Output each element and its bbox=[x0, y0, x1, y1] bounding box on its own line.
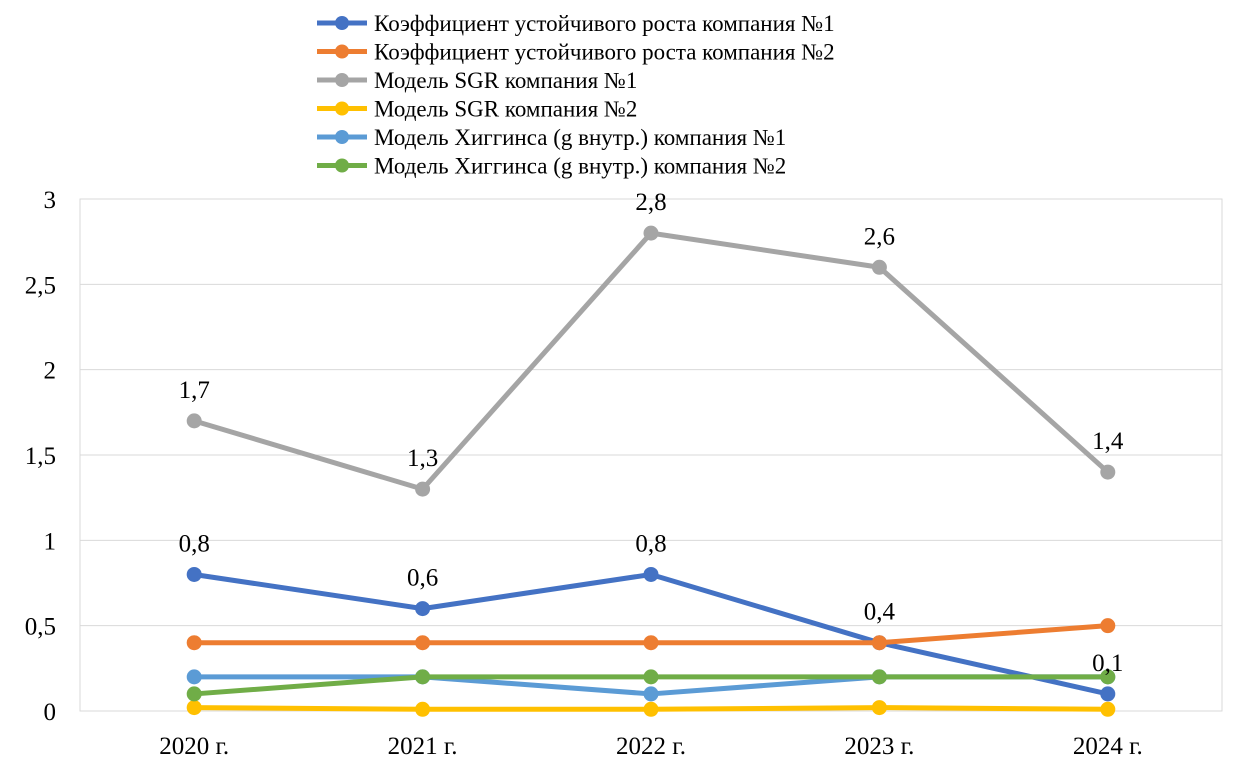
legend-item: Коэффициент устойчивого роста компания №… bbox=[317, 40, 835, 65]
data-point bbox=[871, 635, 887, 651]
legend-label: Модель Хиггинса (g внутр.) компания №1 bbox=[374, 125, 786, 150]
data-labels: 0,8 0,6 0,8 0,4 0,1 1,7 1,3 2,8 2,6 1,4 bbox=[179, 189, 1124, 677]
y-tick-label: 3 bbox=[44, 187, 57, 214]
legend-item: Модель Хиггинса (g внутр.) компания №2 bbox=[317, 154, 786, 179]
data-point bbox=[415, 669, 431, 685]
y-tick-label: 2 bbox=[44, 358, 57, 385]
legend: Коэффициент устойчивого роста компания №… bbox=[317, 11, 835, 179]
data-label: 1,7 bbox=[179, 377, 210, 404]
data-point bbox=[415, 701, 431, 717]
legend-label: Модель Хиггинса (g внутр.) компания №2 bbox=[374, 154, 786, 179]
data-point bbox=[643, 635, 659, 651]
data-point bbox=[186, 686, 202, 702]
data-point bbox=[871, 669, 887, 685]
legend-item: Модель SGR компания №2 bbox=[317, 97, 637, 122]
data-label: 0,8 bbox=[179, 530, 210, 557]
legend-item: Модель Хиггинса (g внутр.) компания №1 bbox=[317, 125, 786, 150]
data-label: 2,6 bbox=[864, 223, 895, 250]
data-point bbox=[1100, 669, 1116, 685]
data-label: 1,3 bbox=[407, 445, 438, 472]
series-4 bbox=[186, 700, 1116, 717]
data-label: 0,8 bbox=[635, 530, 666, 557]
x-tick-label: 2020 г. bbox=[159, 733, 229, 760]
data-point bbox=[415, 635, 431, 651]
legend-marker bbox=[335, 158, 349, 173]
data-point bbox=[415, 481, 431, 497]
data-point bbox=[643, 686, 659, 702]
y-tick-label: 1 bbox=[44, 528, 57, 555]
data-point bbox=[1100, 701, 1116, 717]
data-label: 0,6 bbox=[407, 565, 438, 592]
data-point bbox=[415, 601, 431, 617]
legend-marker bbox=[335, 101, 349, 116]
y-axis-ticks: 0 0,5 1 1,5 2 2,5 3 bbox=[25, 187, 56, 726]
data-label: 2,8 bbox=[635, 189, 666, 216]
series-6 bbox=[186, 669, 1116, 702]
data-point bbox=[643, 669, 659, 685]
series-line bbox=[191, 230, 1111, 492]
series-group bbox=[186, 225, 1116, 717]
legend-item: Коэффициент устойчивого роста компания №… bbox=[317, 11, 835, 36]
legend-marker bbox=[335, 16, 349, 30]
data-point bbox=[871, 259, 887, 275]
data-point bbox=[186, 700, 202, 716]
data-point bbox=[186, 413, 202, 429]
series-3 bbox=[186, 225, 1116, 497]
legend-marker bbox=[335, 44, 349, 59]
y-tick-label: 0,5 bbox=[25, 614, 56, 641]
data-point bbox=[186, 635, 202, 651]
y-tick-label: 0 bbox=[44, 699, 57, 726]
data-point bbox=[1100, 686, 1116, 702]
legend-label: Коэффициент устойчивого роста компания №… bbox=[374, 11, 835, 36]
data-point bbox=[1100, 618, 1116, 634]
legend-label: Модель SGR компания №1 bbox=[374, 68, 637, 93]
legend-item: Модель SGR компания №1 bbox=[317, 68, 637, 93]
data-point bbox=[186, 669, 202, 685]
x-axis-ticks: 2020 г. 2021 г. 2022 г. 2023 г. 2024 г. bbox=[159, 733, 1143, 760]
data-label: 1,4 bbox=[1092, 428, 1124, 455]
series-1 bbox=[186, 566, 1116, 702]
x-tick-label: 2022 г. bbox=[616, 733, 686, 760]
data-point bbox=[643, 225, 659, 241]
legend-label: Модель SGR компания №2 bbox=[374, 97, 637, 122]
data-label: 0,4 bbox=[864, 599, 896, 626]
y-tick-label: 1,5 bbox=[25, 443, 56, 470]
data-point bbox=[871, 700, 887, 716]
legend-marker bbox=[335, 130, 349, 144]
data-point bbox=[1100, 464, 1116, 480]
data-point bbox=[643, 701, 659, 717]
x-tick-label: 2021 г. bbox=[388, 733, 458, 760]
x-tick-label: 2023 г. bbox=[844, 733, 914, 760]
data-point bbox=[186, 566, 202, 582]
y-tick-label: 2,5 bbox=[25, 272, 56, 299]
series-2 bbox=[186, 618, 1116, 651]
x-tick-label: 2024 г. bbox=[1073, 733, 1143, 760]
legend-label: Коэффициент устойчивого роста компания №… bbox=[374, 40, 835, 65]
gridlines bbox=[80, 283, 1222, 627]
legend-marker bbox=[335, 73, 349, 87]
data-point bbox=[643, 566, 659, 582]
data-label: 0,1 bbox=[1092, 650, 1123, 677]
